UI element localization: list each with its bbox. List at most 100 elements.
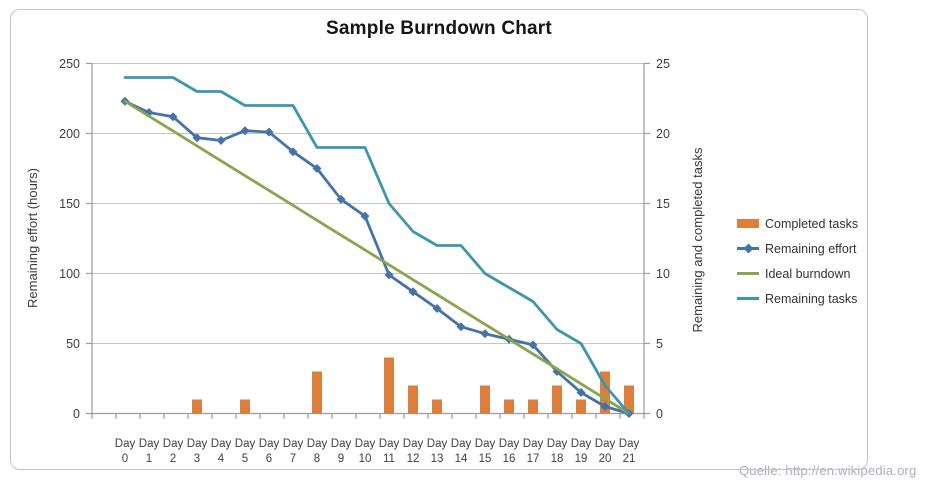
bar-completed-tasks [432, 399, 442, 414]
left-axis-tick-label: 150 [59, 197, 80, 211]
diamond-marker-icon [480, 329, 490, 339]
left-axis-tick-label: 50 [66, 337, 80, 351]
x-axis-label: 4 [218, 453, 225, 465]
legend-item-remaining-tasks: Remaining tasks [737, 286, 858, 311]
x-axis-label: 20 [599, 453, 612, 465]
x-axis-label: Day [259, 438, 280, 450]
legend-line-swatch-icon [737, 272, 761, 275]
source-watermark: Quelle: http://en.wikipedia.org [739, 463, 917, 478]
x-axis-label: Day [427, 438, 448, 450]
x-axis-label: Day [403, 438, 424, 450]
x-axis-label: Day [619, 438, 640, 450]
x-axis-label: 9 [338, 453, 344, 465]
diamond-marker-icon [312, 164, 322, 173]
diamond-marker-icon [216, 136, 226, 145]
bar-completed-tasks [528, 399, 538, 414]
bar-completed-tasks [312, 371, 322, 414]
bar-completed-tasks [504, 399, 514, 414]
x-axis-label: 13 [431, 453, 444, 465]
x-axis-label: 8 [314, 453, 320, 465]
x-axis-label: 15 [479, 453, 492, 465]
legend: Completed tasks Remaining effort Ideal b… [737, 211, 858, 311]
x-axis-label: Day [283, 438, 304, 450]
x-axis-label: Day [307, 438, 328, 450]
bar-completed-tasks [240, 399, 250, 414]
x-axis-label: 6 [266, 453, 272, 465]
x-axis-label: Day [115, 438, 136, 450]
diamond-marker-icon [432, 304, 442, 313]
x-axis-label: Day [235, 438, 256, 450]
x-axis-label: Day [571, 438, 592, 450]
x-axis-label: 14 [455, 453, 468, 465]
right-axis-tick-label: 20 [656, 127, 670, 141]
right-axis-tick-label: 0 [656, 407, 663, 421]
diamond-marker-icon [576, 388, 586, 397]
legend-label-remaining-effort: Remaining effort [765, 241, 857, 256]
x-axis-label: Day [163, 438, 184, 450]
diamond-marker-icon [264, 127, 274, 137]
x-axis-label: Day [187, 438, 208, 450]
x-axis-label: 0 [122, 453, 128, 465]
legend-item-ideal-burndown: Ideal burndown [737, 261, 858, 286]
right-axis-tick-label: 5 [656, 337, 663, 351]
legend-bar-swatch-icon [737, 219, 761, 228]
right-axis-tick-label: 25 [656, 57, 670, 71]
x-axis-label: Day [379, 438, 400, 450]
x-axis-label: Day [499, 438, 520, 450]
x-axis-label: 17 [527, 453, 540, 465]
left-axis-title: Remaining effort (hours) [25, 168, 40, 308]
left-axis-tick-label: 250 [59, 57, 80, 71]
left-axis-tick-label: 200 [59, 127, 80, 141]
legend-label-completed-tasks: Completed tasks [765, 216, 859, 231]
diamond-marker-icon [168, 112, 178, 122]
chart-title: Sample Burndown Chart [326, 18, 552, 39]
line-ideal-burndown [123, 99, 631, 415]
diamond-marker-icon [240, 126, 250, 136]
x-axis-label: Day [595, 438, 616, 450]
x-axis-label: 11 [383, 453, 395, 465]
x-axis-label: 19 [575, 453, 588, 465]
x-axis-label: 7 [290, 453, 296, 465]
diamond-marker-icon [528, 340, 538, 350]
diamond-marker-icon [288, 147, 298, 157]
line-remaining-effort [123, 99, 631, 415]
x-axis-label: Day [139, 438, 160, 450]
diamond-marker-icon [456, 322, 466, 332]
diamond-marker-icon [408, 287, 418, 297]
right-axis-tick-label: 15 [656, 197, 670, 211]
x-axis-label: Day [355, 438, 376, 450]
legend-item-completed-tasks: Completed tasks [737, 211, 858, 236]
right-axis-tick-label: 10 [656, 267, 670, 281]
right-axis-title: Remaining and completed tasks [690, 147, 705, 332]
diamond-marker-icon [192, 133, 202, 143]
x-axis-label: 10 [359, 453, 372, 465]
bar-completed-tasks [192, 399, 202, 414]
x-axis-label: Day [475, 438, 496, 450]
left-axis-tick-label: 100 [59, 267, 80, 281]
legend-item-remaining-effort: Remaining effort [737, 236, 858, 261]
x-axis-label: 5 [242, 453, 248, 465]
diamond-marker-icon [384, 270, 394, 280]
legend-label-remaining-tasks: Remaining tasks [765, 291, 858, 306]
x-axis-label: Day [331, 438, 352, 450]
diamond-marker-icon [600, 402, 610, 411]
x-axis-label: Day [211, 438, 232, 450]
bar-completed-tasks [552, 385, 562, 414]
legend-label-ideal-burndown: Ideal burndown [765, 266, 851, 281]
x-axis-label: 16 [503, 453, 516, 465]
x-axis-label: 18 [551, 453, 564, 465]
bar-completed-tasks [384, 357, 394, 414]
line-remaining-tasks [123, 76, 631, 415]
x-axis-label: Day [451, 438, 472, 450]
legend-line-swatch-icon [737, 297, 761, 300]
x-axis-label: 3 [194, 453, 200, 465]
x-axis-label: Day [523, 438, 544, 450]
x-axis-label: 12 [407, 453, 420, 465]
bar-completed-tasks [600, 371, 610, 414]
legend-line-diamond-swatch-icon [737, 243, 761, 254]
x-axis-label: 21 [623, 453, 636, 465]
bar-completed-tasks [408, 385, 418, 414]
diamond-marker-icon [336, 194, 346, 204]
